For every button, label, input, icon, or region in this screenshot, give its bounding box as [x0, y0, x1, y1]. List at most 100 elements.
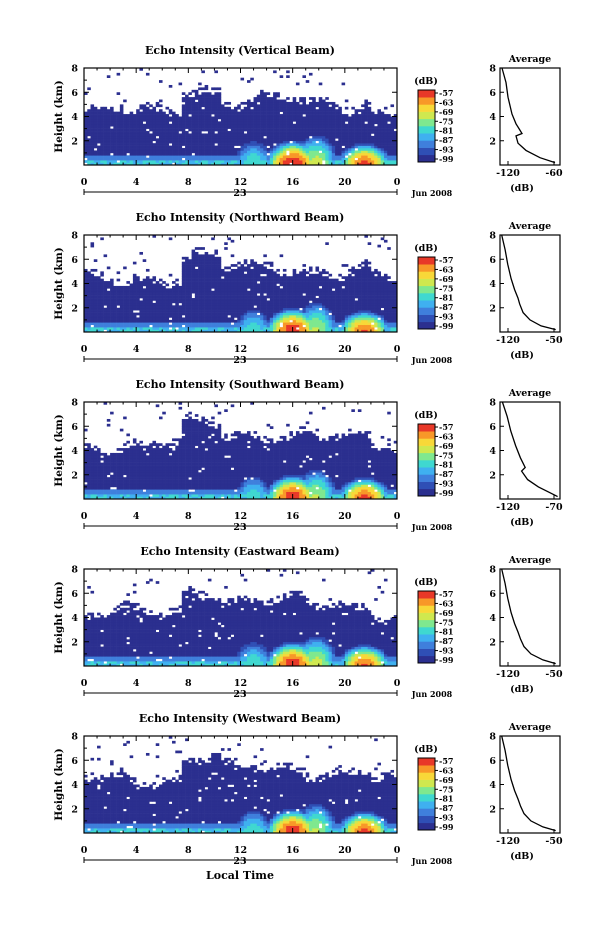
- heatmap-cell: [322, 119, 326, 122]
- heatmap-cell: [315, 153, 319, 156]
- heatmap-cell: [345, 126, 349, 129]
- heatmap-cell: [198, 133, 202, 136]
- heatmap-cell: [130, 146, 134, 149]
- heatmap-cell: [139, 300, 143, 303]
- heatmap-cell: [247, 310, 251, 313]
- heatmap-cell: [117, 126, 121, 129]
- heatmap-cell: [126, 286, 130, 289]
- heatmap-cell: [231, 281, 235, 284]
- heatmap-cell: [175, 124, 179, 127]
- y-tick-label: 4: [71, 279, 78, 290]
- heatmap-cell: [309, 293, 313, 296]
- heatmap-cell: [198, 107, 202, 110]
- heatmap-cell: [192, 114, 196, 117]
- heatmap-cell: [227, 114, 231, 117]
- heatmap-cell: [371, 288, 375, 291]
- heatmap-cell: [91, 305, 95, 308]
- heatmap-cell: [306, 308, 310, 311]
- heatmap-cell: [280, 150, 284, 153]
- heatmap-cell: [91, 315, 95, 318]
- heatmap-cell: [185, 136, 189, 139]
- heatmap-cell: [361, 296, 365, 299]
- heatmap-cell: [315, 269, 319, 272]
- heatmap-cell: [293, 317, 297, 320]
- heatmap-cell: [387, 315, 391, 318]
- heatmap-cell: [156, 296, 160, 299]
- heatmap-cell: [107, 293, 111, 296]
- heatmap-cell: [227, 102, 231, 105]
- heatmap-cell: [179, 300, 183, 303]
- heatmap-cell: [227, 109, 231, 112]
- heatmap-cell: [120, 155, 124, 158]
- heatmap-cell: [332, 158, 336, 161]
- heatmap-cell: [175, 322, 179, 325]
- heatmap-cell: [371, 114, 375, 117]
- colorbar-tick-label: -99: [439, 321, 454, 331]
- heatmap-cell: [319, 153, 323, 156]
- heatmap-cell: [182, 317, 186, 320]
- heatmap-cell: [201, 300, 205, 303]
- heatmap-cell: [224, 293, 228, 296]
- heatmap-cell: [227, 112, 231, 115]
- heatmap-cell: [188, 143, 192, 146]
- heatmap-cell: [162, 150, 166, 153]
- heatmap-cell: [280, 293, 284, 296]
- heatmap-cell: [358, 138, 362, 141]
- heatmap-cell: [205, 286, 209, 289]
- heatmap-cell: [100, 288, 104, 291]
- heatmap-cell: [254, 264, 258, 267]
- heatmap-cell: [241, 303, 245, 306]
- heatmap-cell: [139, 296, 143, 299]
- heatmap-cell: [361, 317, 365, 320]
- heatmap-cell: [247, 303, 251, 306]
- heatmap-cell: [205, 95, 209, 98]
- heatmap-cell: [130, 320, 134, 323]
- heatmap-cell: [91, 284, 95, 287]
- heatmap-cell: [276, 117, 280, 120]
- heatmap-cell: [117, 271, 121, 274]
- heatmap-cell: [312, 291, 316, 294]
- heatmap-cell: [283, 296, 287, 299]
- heatmap-cell: [335, 279, 339, 282]
- heatmap-cell: [208, 97, 212, 100]
- heatmap-cell: [286, 133, 290, 136]
- heatmap-cell: [390, 158, 394, 161]
- heatmap-cell: [188, 102, 192, 105]
- heatmap-cell: [117, 288, 121, 291]
- heatmap-cell: [169, 303, 173, 306]
- heatmap-cell: [377, 315, 381, 318]
- heatmap-cell: [159, 153, 163, 156]
- heatmap-cell: [361, 284, 365, 287]
- heatmap-cell: [201, 158, 205, 161]
- heatmap-cell: [319, 109, 323, 112]
- heatmap-cell: [120, 141, 124, 144]
- heatmap-cell: [319, 310, 323, 313]
- heatmap-cell: [126, 148, 130, 151]
- heatmap-cell: [273, 153, 277, 156]
- heatmap-cell: [358, 288, 362, 291]
- heatmap-cell: [280, 313, 284, 316]
- heatmap-cell: [149, 136, 153, 139]
- heatmap-cell: [139, 313, 143, 316]
- heatmap-cell: [250, 138, 254, 141]
- heatmap-cell: [104, 158, 108, 161]
- heatmap-cell: [126, 300, 130, 303]
- heatmap-cell: [179, 129, 183, 132]
- heatmap-cell: [325, 293, 329, 296]
- heatmap-cell: [335, 131, 339, 134]
- heatmap-cell: [276, 138, 280, 141]
- heatmap-cell: [247, 131, 251, 134]
- heatmap-cell: [299, 148, 303, 151]
- heatmap-cell: [244, 136, 248, 139]
- heatmap-cell: [166, 298, 170, 301]
- heatmap-cell: [384, 148, 388, 151]
- heatmap-cell: [296, 308, 300, 311]
- heatmap-cell: [299, 325, 303, 328]
- heatmap-cell: [166, 305, 170, 308]
- heatmap-cell: [104, 112, 108, 115]
- heatmap-cell: [143, 114, 147, 117]
- heatmap-cell: [263, 322, 267, 325]
- heatmap-cell: [377, 286, 381, 289]
- heatmap-cell: [351, 313, 355, 316]
- heatmap-cell: [139, 325, 143, 328]
